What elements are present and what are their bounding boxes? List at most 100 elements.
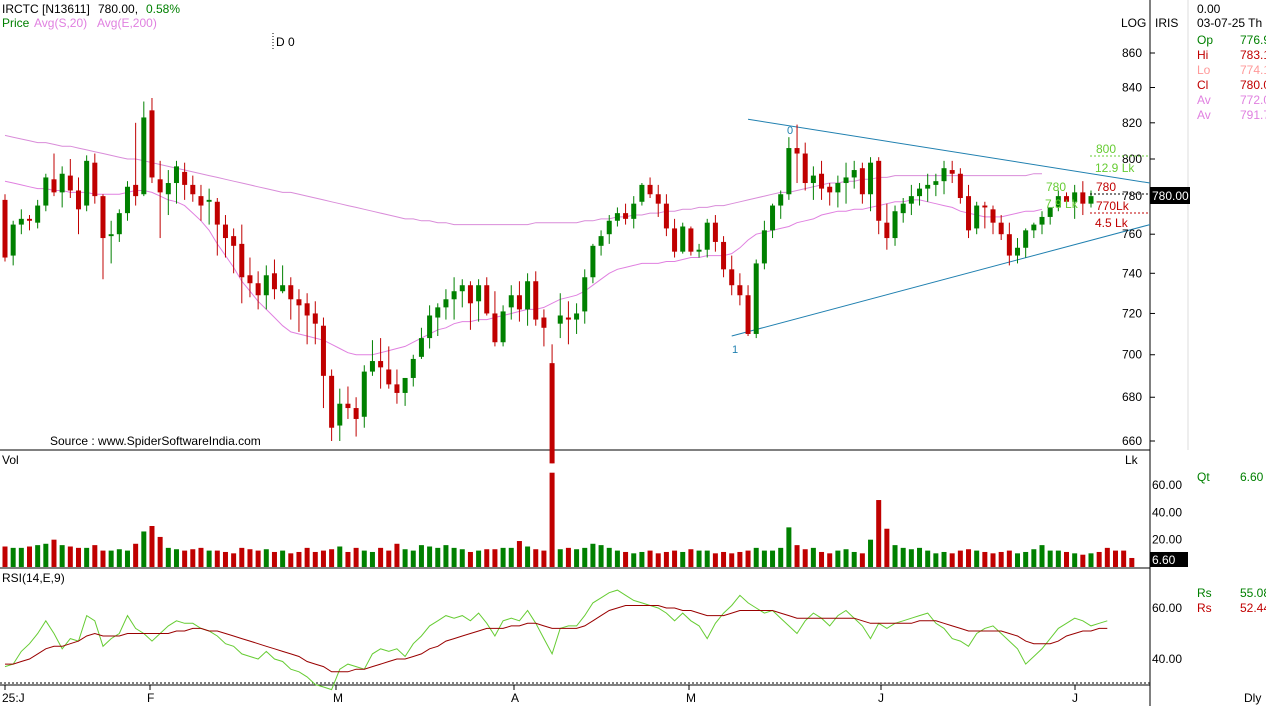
candle-body	[892, 211, 898, 239]
rsi-panel-label: RSI(14,E,9)	[2, 571, 65, 585]
candle-body	[753, 263, 759, 334]
candle-body	[851, 170, 857, 178]
volume-bar	[745, 550, 751, 567]
candle-body	[933, 181, 939, 185]
volume-bar	[75, 547, 81, 567]
volume-bar	[500, 547, 506, 567]
volume-bar	[1039, 545, 1045, 567]
candle-body	[133, 184, 139, 197]
candle-body	[353, 408, 359, 419]
candle-body	[1072, 192, 1078, 202]
candle-body	[18, 218, 24, 225]
volume-bar	[467, 551, 473, 567]
volume-bar	[663, 551, 669, 567]
candle-body	[876, 160, 882, 221]
info-row-label: Av	[1197, 108, 1211, 122]
candle-body	[35, 205, 41, 223]
candle-body	[925, 184, 931, 189]
candle-body	[778, 194, 784, 206]
x-tick-label: M	[686, 691, 696, 705]
volume-bar	[2, 546, 8, 567]
candle-body	[312, 313, 318, 324]
volume-bar	[541, 550, 547, 567]
candle-body	[288, 285, 294, 300]
rsi-layer	[4, 589, 1108, 691]
volume-bar	[198, 547, 204, 567]
price-tick-label: 700	[1122, 348, 1142, 362]
info-row-value: 776.90	[1240, 33, 1266, 47]
volume-bar	[133, 543, 139, 567]
candle-body	[623, 213, 629, 219]
iris-label[interactable]: IRIS	[1155, 16, 1178, 30]
info-row-label: Lo	[1197, 63, 1211, 77]
qt-label: Qt	[1197, 470, 1210, 484]
candle-body	[214, 201, 220, 225]
candle-body	[614, 213, 620, 221]
candle-body	[329, 375, 335, 428]
price-tick-label: 740	[1122, 266, 1142, 280]
volume-bar	[320, 550, 326, 567]
last-price-text: 780.00	[1152, 189, 1189, 203]
volume-bar	[843, 549, 849, 567]
candle-body	[982, 205, 988, 208]
candle-body	[1039, 216, 1045, 225]
volume-bar	[190, 549, 196, 567]
candle-body	[378, 361, 384, 368]
log-scale-label[interactable]: LOG	[1121, 16, 1146, 30]
candle-body	[1015, 247, 1021, 256]
candle-body	[484, 285, 490, 314]
volume-bar	[508, 547, 514, 567]
info-row-value: 780.00	[1240, 78, 1266, 92]
volume-bar	[704, 550, 710, 567]
candle-body	[868, 162, 874, 195]
info-row-label: Hi	[1197, 48, 1208, 62]
volume-bar	[378, 547, 384, 567]
candle-body	[280, 285, 286, 292]
volume-bar	[868, 539, 874, 567]
level-770-label: 770Lk	[1096, 199, 1130, 213]
candle-body	[786, 148, 792, 195]
candle-body	[598, 236, 604, 246]
candle-body	[1055, 196, 1061, 208]
period-label: Dly	[1244, 691, 1261, 705]
candle-body	[541, 317, 547, 328]
volume-bar	[1055, 550, 1061, 567]
volume-bar	[35, 545, 41, 567]
volume-bar	[165, 547, 171, 567]
volume-bar	[1080, 554, 1086, 567]
x-tick-label: A	[511, 691, 519, 705]
candle-body	[819, 173, 825, 189]
candle-body	[459, 285, 465, 292]
volume-bar	[892, 545, 898, 567]
candle-body	[443, 299, 449, 308]
candle-body	[149, 110, 155, 178]
volume-bar	[753, 547, 759, 567]
candle-body	[990, 209, 996, 223]
candle-body	[296, 299, 302, 306]
candle-body	[402, 377, 408, 393]
candle-body	[304, 303, 310, 316]
candle-body	[231, 236, 237, 246]
candle-body	[394, 384, 400, 393]
volume-bar	[459, 549, 465, 567]
volume-bar	[222, 551, 228, 567]
info-row-label: Cl	[1197, 78, 1208, 92]
candle-body	[206, 199, 212, 202]
volume-bar	[525, 546, 531, 567]
volume-bar	[67, 546, 73, 567]
volume-bar	[100, 550, 106, 567]
info-rows: Op 776.90 Hi 783.15 Lo 774.15 Cl 780.00 Av 772.08…	[1197, 33, 1266, 122]
volume-bar	[565, 547, 571, 567]
volume-bar	[908, 549, 914, 567]
candle-body	[908, 196, 914, 204]
candle-body	[884, 222, 890, 239]
lower-trendline	[731, 224, 1151, 337]
volume-bar	[1015, 553, 1021, 567]
level-800-vol: 12.9 Lk	[1095, 161, 1135, 175]
candle-body	[361, 371, 367, 417]
candle-body	[761, 230, 767, 264]
volume-bar	[492, 549, 498, 567]
volume-bar	[108, 550, 114, 567]
candle-body	[182, 171, 188, 185]
